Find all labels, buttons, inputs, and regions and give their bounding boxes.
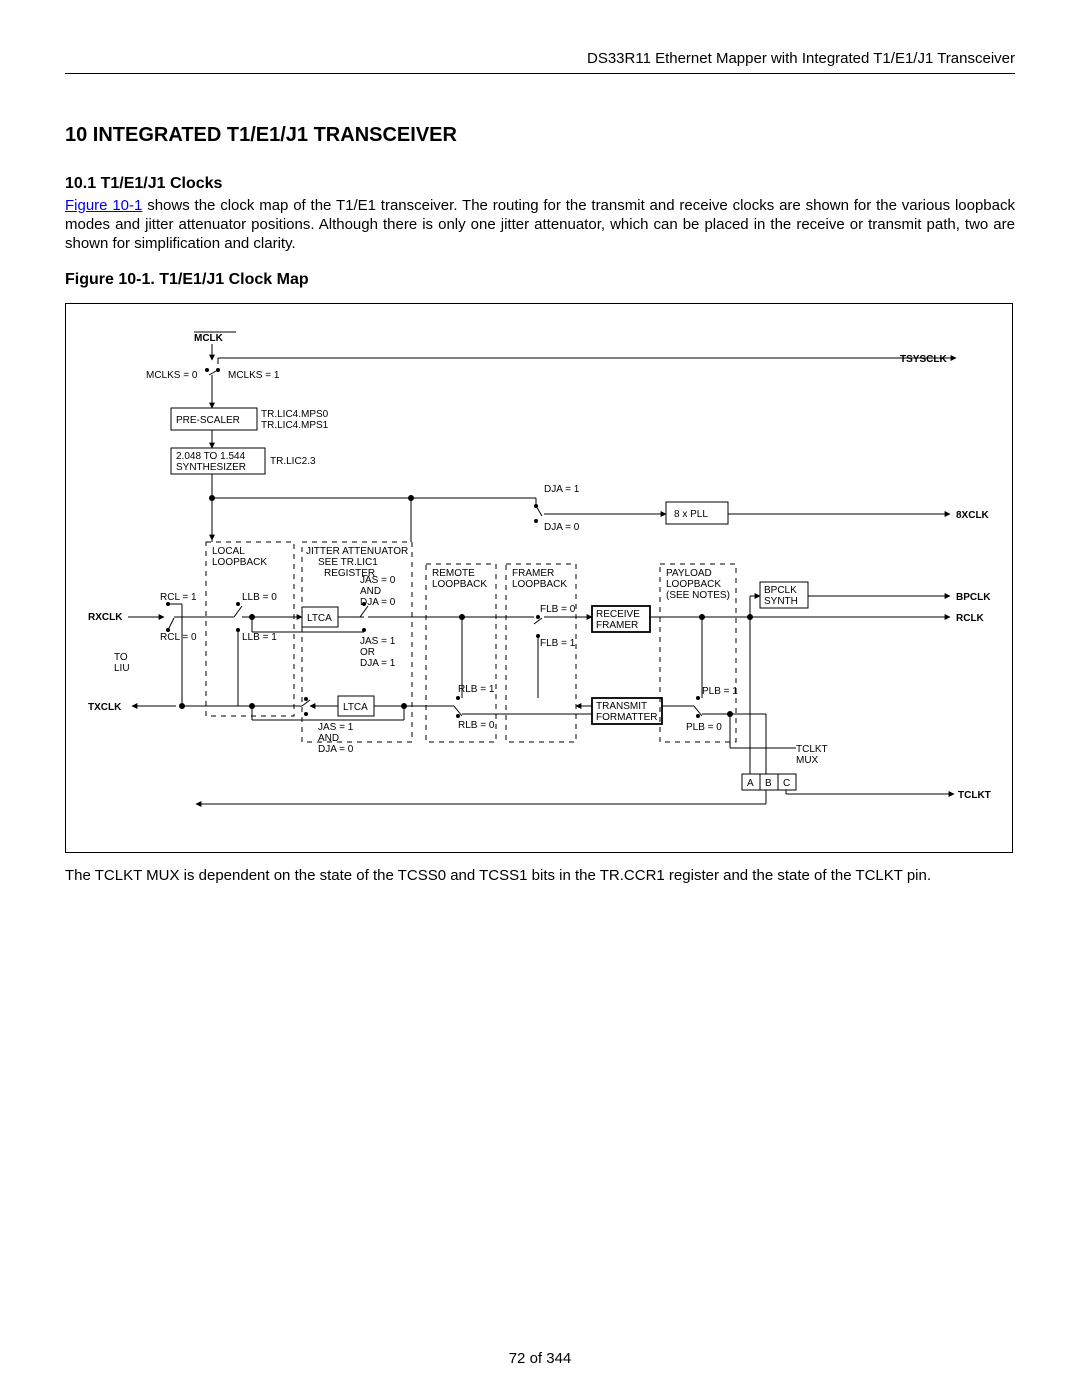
rcl1-label: RCL = 1 xyxy=(160,592,197,603)
ltca-rx: LTCA xyxy=(307,613,332,624)
tclkt-mux2: MUX xyxy=(796,755,819,766)
trlic4mps0-label: TR.LIC4.MPS0 xyxy=(261,409,329,420)
and-rx: AND xyxy=(360,586,381,597)
framer-lb1: FRAMER xyxy=(512,568,554,579)
mux-a: A xyxy=(747,778,754,789)
dja0-label: DJA = 0 xyxy=(544,522,580,533)
rcl0-label: RCL = 0 xyxy=(160,632,197,643)
rlb1-label: RLB = 1 xyxy=(458,684,495,695)
jatt2: SEE TR.LIC1 xyxy=(318,557,378,568)
plb0-label: PLB = 0 xyxy=(686,722,722,733)
rlb0-label: RLB = 0 xyxy=(458,720,495,731)
trlic23-label: TR.LIC2.3 xyxy=(270,456,316,467)
para-text: shows the clock map of the T1/E1 transce… xyxy=(65,197,1015,252)
payload3: (SEE NOTES) xyxy=(666,590,730,601)
local-loopback2: LOOPBACK xyxy=(212,557,267,568)
section-heading: 10 INTEGRATED T1/E1/J1 TRANSCEIVER xyxy=(65,124,1015,147)
payload2: LOOPBACK xyxy=(666,579,721,590)
document-header: DS33R11 Ethernet Mapper with Integrated … xyxy=(65,50,1015,74)
note-paragraph: The TCLKT MUX is dependent on the state … xyxy=(65,867,1015,886)
dja0-rx: DJA = 0 xyxy=(360,597,396,608)
8xclk-label: 8XCLK xyxy=(956,510,990,521)
remote2: LOOPBACK xyxy=(432,579,487,590)
figure-title: Figure 10-1. T1/E1/J1 Clock Map xyxy=(65,271,1015,289)
payload1: PAYLOAD xyxy=(666,568,712,579)
clock-map-diagram: MCLK TSYSCLK MCLKS = 0 MCLKS = 1 PRE-SCA… xyxy=(65,303,1013,853)
dja0-tx: DJA = 0 xyxy=(318,744,354,755)
dja1-label: DJA = 1 xyxy=(544,484,580,495)
tclkt-mux1: TCLKT xyxy=(796,744,828,755)
or-rx: OR xyxy=(360,647,375,658)
rxclk-label: RXCLK xyxy=(88,612,123,623)
txclk-label: TXCLK xyxy=(88,702,122,713)
flb1-label: FLB = 1 xyxy=(540,638,576,649)
plb1-label: PLB = 1 xyxy=(702,686,738,697)
bpclk-synth2: SYNTH xyxy=(764,596,798,607)
toliu2: LIU xyxy=(114,663,130,674)
tclkt-label: TCLKT xyxy=(958,790,991,801)
page-number: 72 of 344 xyxy=(0,1350,1080,1367)
llb1-label: LLB = 1 xyxy=(242,632,277,643)
tsysclk-label: TSYSCLK xyxy=(900,354,947,365)
llb0-label: LLB = 0 xyxy=(242,592,277,603)
xmit2: FORMATTER xyxy=(596,712,657,723)
jas1-tx: JAS = 1 xyxy=(318,722,354,733)
intro-paragraph: Figure 10-1 shows the clock map of the T… xyxy=(65,197,1015,253)
figure-link[interactable]: Figure 10-1 xyxy=(65,197,142,214)
local-loopback1: LOCAL xyxy=(212,546,245,557)
framer-lb2: LOOPBACK xyxy=(512,579,567,590)
synth-line2: SYNTHESIZER xyxy=(176,462,246,473)
mux-c: C xyxy=(783,778,790,789)
rclk-label: RCLK xyxy=(956,613,985,624)
trlic4mps1-label: TR.LIC4.MPS1 xyxy=(261,420,329,431)
and-tx: AND xyxy=(318,733,339,744)
xmit1: TRANSMIT xyxy=(596,701,647,712)
prescaler-box: PRE-SCALER xyxy=(176,415,240,426)
jas1-rx: JAS = 1 xyxy=(360,636,396,647)
mclks0-label: MCLKS = 0 xyxy=(146,370,198,381)
ltca-tx: LTCA xyxy=(343,702,368,713)
toliu1: TO xyxy=(114,652,128,663)
recv-framer2: FRAMER xyxy=(596,620,638,631)
pll-box: 8 x PLL xyxy=(674,509,708,520)
mux-b: B xyxy=(765,778,772,789)
mclks1-label: MCLKS = 1 xyxy=(228,370,280,381)
recv-framer1: RECEIVE xyxy=(596,609,640,620)
synth-line1: 2.048 TO 1.544 xyxy=(176,451,246,462)
dja1-rx: DJA = 1 xyxy=(360,658,396,669)
remote1: REMOTE xyxy=(432,568,475,579)
flb0-label: FLB = 0 xyxy=(540,604,576,615)
jas0-rx: JAS = 0 xyxy=(360,575,396,586)
mclk-label: MCLK xyxy=(194,333,224,344)
bpclk-synth1: BPCLK xyxy=(764,585,797,596)
jatt1: JITTER ATTENUATOR xyxy=(306,546,408,557)
subsection-heading: 10.1 T1/E1/J1 Clocks xyxy=(65,175,1015,193)
bpclk-label: BPCLK xyxy=(956,592,991,603)
